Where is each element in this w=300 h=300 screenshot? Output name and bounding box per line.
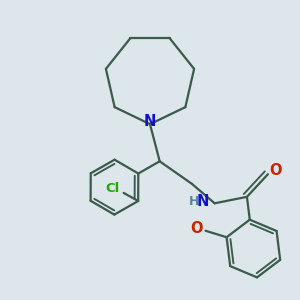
Text: O: O — [190, 221, 203, 236]
Text: N: N — [197, 194, 209, 209]
Text: H: H — [189, 195, 200, 208]
Text: N: N — [144, 114, 156, 129]
Text: Cl: Cl — [106, 182, 120, 195]
Text: O: O — [269, 163, 281, 178]
